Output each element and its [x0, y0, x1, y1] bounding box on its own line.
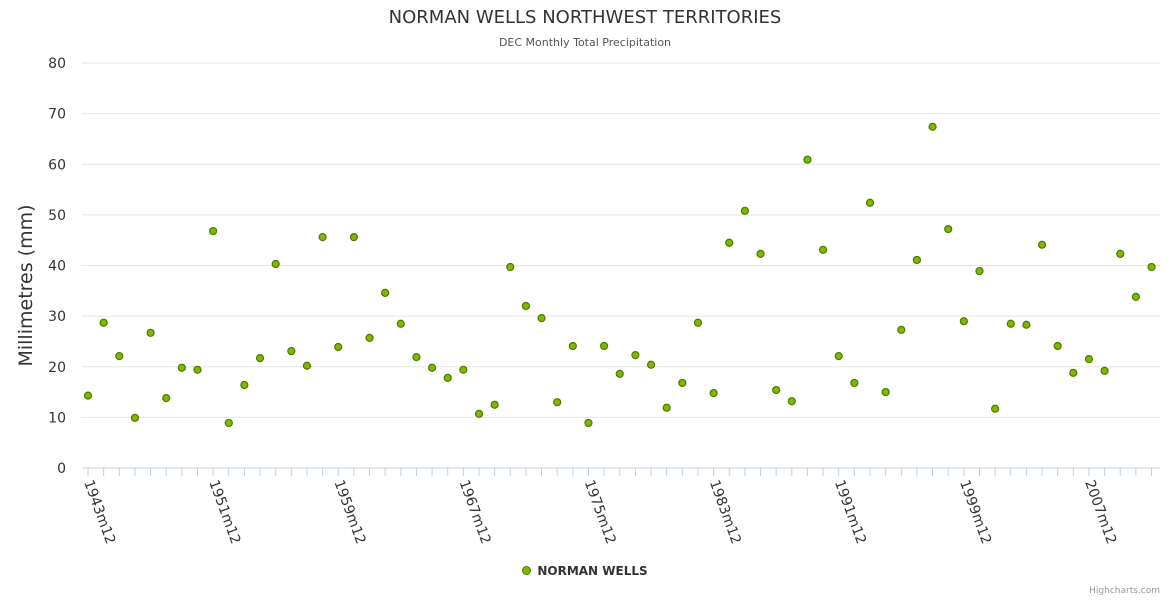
data-point — [396, 319, 405, 328]
data-point — [912, 255, 922, 265]
data-point — [177, 363, 186, 372]
data-point — [318, 233, 327, 242]
data-point — [600, 341, 609, 351]
credits-link[interactable]: Highcharts.com — [1089, 586, 1160, 596]
data-point — [83, 391, 93, 400]
data-point — [130, 413, 140, 422]
data-point — [772, 385, 781, 395]
data-point — [803, 155, 812, 164]
data-point — [302, 361, 312, 370]
data-point — [1022, 320, 1031, 329]
x-tick-label: 2007m12 — [1081, 478, 1119, 547]
y-tick-label: 30 — [48, 309, 66, 325]
data-point — [881, 387, 890, 397]
data-point — [740, 206, 749, 215]
data-point — [427, 363, 437, 372]
y-tick-label: 50 — [48, 208, 66, 224]
data-point — [1037, 240, 1047, 249]
data-point — [662, 403, 671, 412]
data-point — [553, 398, 562, 407]
legend-item-norman-wells[interactable]: NORMAN WELLS — [0, 564, 1170, 578]
data-point — [584, 418, 593, 428]
data-point — [99, 318, 108, 327]
data-point — [537, 314, 546, 323]
data-point — [412, 353, 421, 362]
data-point — [787, 397, 796, 406]
data-point — [991, 404, 1000, 413]
y-axis-title: Millimetres (mm) — [15, 204, 37, 366]
y-tick-label: 70 — [48, 107, 66, 123]
data-point — [928, 122, 937, 131]
data-point — [209, 226, 218, 236]
legend-marker-icon — [522, 566, 532, 575]
y-tick-label: 10 — [48, 410, 66, 426]
chart-subtitle: DEC Monthly Total Precipitation — [498, 36, 672, 49]
data-point — [365, 333, 374, 342]
data-point — [193, 365, 202, 374]
data-point — [146, 328, 155, 337]
data-point — [834, 352, 843, 361]
data-point — [1069, 368, 1078, 377]
data-point — [224, 418, 233, 428]
data-point — [287, 346, 296, 356]
data-point — [897, 325, 906, 334]
data-point — [381, 288, 390, 297]
data-point — [756, 249, 765, 258]
data-point — [1084, 355, 1094, 364]
data-point — [709, 388, 718, 398]
data-point — [1006, 319, 1015, 328]
x-tick-label: 1959m12 — [330, 478, 368, 547]
data-point — [334, 342, 343, 352]
y-tick-label: 40 — [48, 259, 66, 275]
y-tick-label: 0 — [57, 461, 66, 477]
data-point — [850, 378, 859, 388]
data-point — [631, 351, 640, 360]
data-point — [646, 360, 656, 369]
data-point — [1131, 292, 1140, 301]
x-tick-label: 1967m12 — [456, 478, 494, 547]
x-tick-label: 1983m12 — [706, 478, 744, 547]
y-tick-label: 80 — [48, 56, 66, 72]
chart-title: NORMAN WELLS NORTHWEST TERRITORIES — [388, 7, 782, 28]
x-tick-label: 1975m12 — [581, 478, 619, 547]
data-point — [959, 317, 968, 326]
data-point — [162, 394, 171, 403]
data-point — [255, 354, 265, 363]
data-point — [725, 238, 734, 247]
x-tick-label: 1943m12 — [80, 478, 118, 547]
data-point — [865, 198, 875, 207]
legend-label: NORMAN WELLS — [537, 564, 648, 578]
data-point — [474, 409, 484, 418]
data-point — [1053, 341, 1062, 351]
data-point — [1100, 366, 1109, 375]
data-point — [115, 352, 124, 361]
data-point — [459, 365, 468, 374]
data-point — [678, 378, 687, 388]
data-point — [975, 266, 984, 276]
x-tick-label: 1951m12 — [205, 478, 243, 547]
x-tick-label: 1999m12 — [956, 478, 994, 547]
y-tick-label: 20 — [48, 360, 66, 376]
y-tick-label: 60 — [48, 157, 66, 173]
data-point — [568, 341, 577, 351]
data-point — [1147, 262, 1156, 272]
data-point — [506, 262, 515, 272]
data-point — [693, 318, 703, 327]
data-point — [818, 245, 828, 254]
data-point — [349, 233, 358, 242]
x-tick-label: 1991m12 — [831, 478, 869, 547]
data-point — [240, 380, 249, 390]
data-point — [521, 301, 531, 311]
data-point — [944, 224, 953, 234]
data-point — [271, 259, 280, 269]
data-point — [1116, 249, 1125, 258]
data-point — [490, 400, 499, 409]
data-point — [443, 373, 452, 382]
data-point — [615, 369, 624, 378]
